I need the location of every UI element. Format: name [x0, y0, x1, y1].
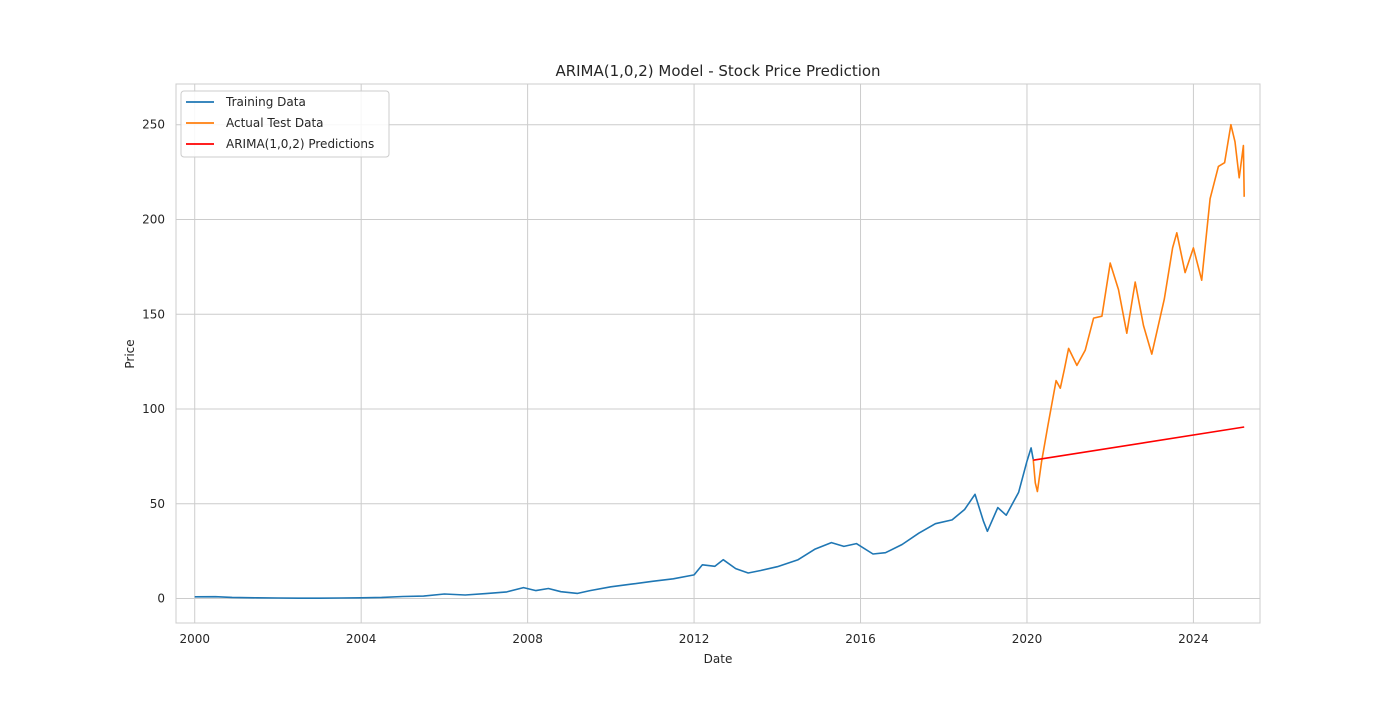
- x-axis-label: Date: [704, 652, 733, 666]
- plot-area: [176, 84, 1260, 623]
- x-tick-label: 2004: [346, 632, 377, 646]
- y-tick-label: 200: [142, 213, 165, 227]
- x-tick-label: 2016: [845, 632, 876, 646]
- legend-box: [180, 90, 390, 158]
- plot-frame: [175, 83, 1261, 624]
- series-line-predictions: [1033, 426, 1245, 461]
- x-tick-label: 2000: [179, 632, 210, 646]
- y-tick-label: 50: [150, 497, 165, 511]
- y-tick-label: 100: [142, 402, 165, 416]
- grid-lines: [176, 84, 1260, 623]
- legend-label-training: Training Data: [225, 95, 306, 109]
- y-tick-label: 250: [142, 118, 165, 132]
- legend-label-predictions: ARIMA(1,0,2) Predictions: [226, 137, 374, 151]
- x-tick-label: 2024: [1178, 632, 1209, 646]
- series-line-training: [194, 447, 1034, 600]
- x-tick-label: 2020: [1012, 632, 1043, 646]
- chart-title: ARIMA(1,0,2) Model - Stock Price Predict…: [555, 62, 880, 80]
- y-axis-label: Price: [123, 339, 137, 368]
- x-tick-label: 2008: [512, 632, 543, 646]
- legend-label-test: Actual Test Data: [226, 116, 324, 130]
- series-line-test: [1032, 123, 1245, 493]
- x-tick-label: 2012: [679, 632, 710, 646]
- series-lines: [194, 123, 1245, 600]
- tick-labels: 2000 2004 2008 2012 2016 2020 2024 0 50 100 150 200…: [142, 118, 1209, 646]
- legend: Training Data Actual Test Data ARIMA(1,0…: [180, 90, 390, 158]
- y-tick-label: 150: [142, 307, 165, 321]
- y-tick-label: 0: [157, 592, 165, 606]
